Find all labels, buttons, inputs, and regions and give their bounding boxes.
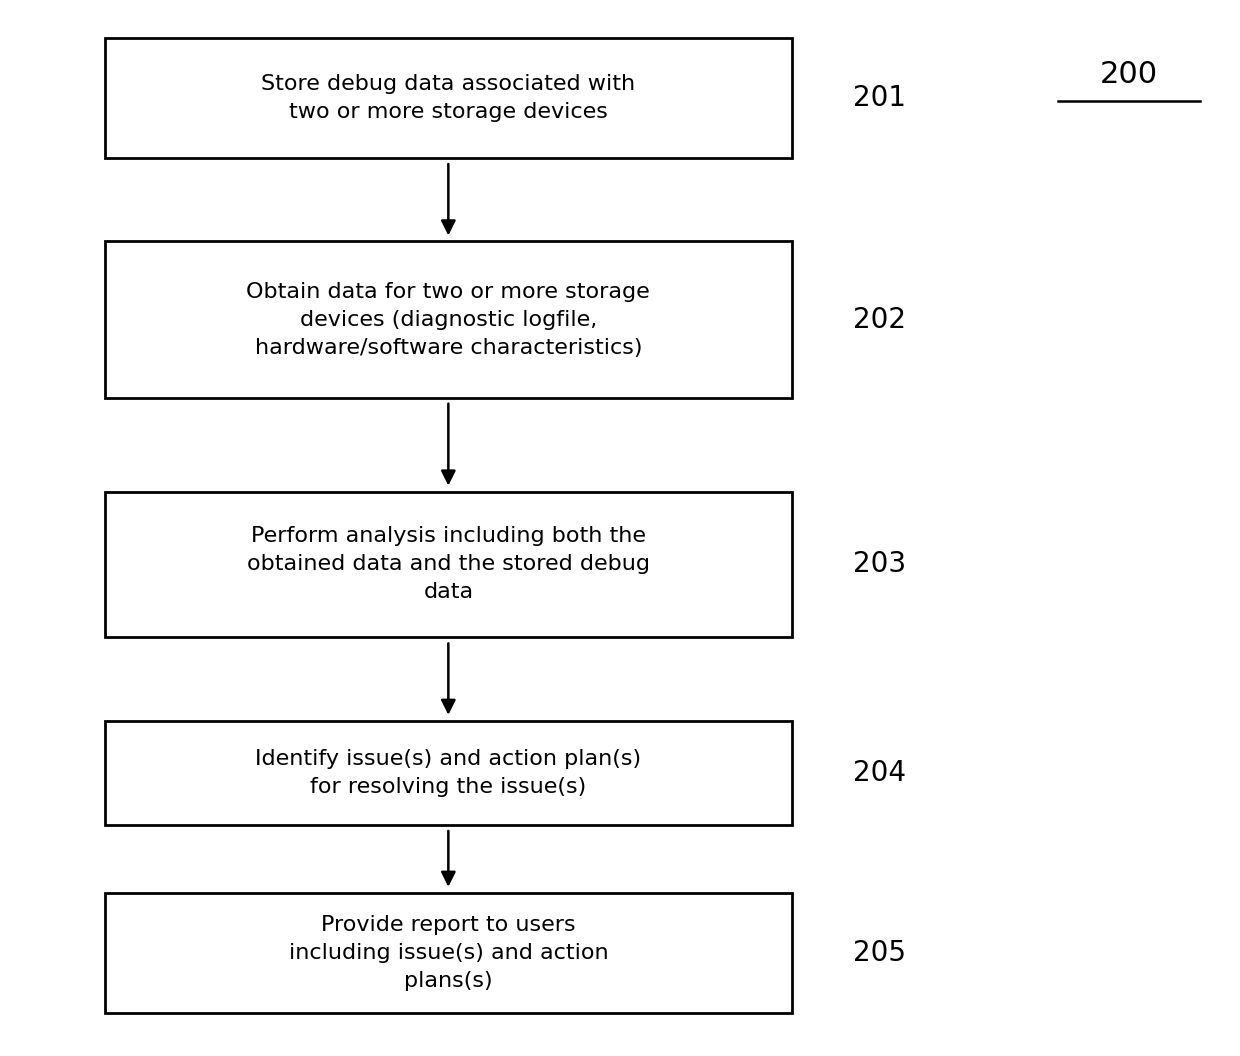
Text: Store debug data associated with
two or more storage devices: Store debug data associated with two or …	[262, 74, 635, 122]
Text: Provide report to users
including issue(s) and action
plans(s): Provide report to users including issue(…	[289, 914, 608, 991]
FancyBboxPatch shape	[105, 38, 791, 158]
Text: 200: 200	[1100, 60, 1158, 89]
FancyBboxPatch shape	[105, 242, 791, 398]
Text: 201: 201	[853, 84, 906, 112]
Text: Perform analysis including both the
obtained data and the stored debug
data: Perform analysis including both the obta…	[247, 527, 650, 603]
FancyBboxPatch shape	[105, 892, 791, 1013]
Text: 204: 204	[853, 759, 906, 787]
Text: Identify issue(s) and action plan(s)
for resolving the issue(s): Identify issue(s) and action plan(s) for…	[255, 749, 641, 797]
Text: 202: 202	[853, 305, 906, 334]
FancyBboxPatch shape	[105, 721, 791, 825]
FancyBboxPatch shape	[105, 491, 791, 638]
Text: 205: 205	[853, 939, 906, 966]
Text: Obtain data for two or more storage
devices (diagnostic logfile,
hardware/softwa: Obtain data for two or more storage devi…	[247, 282, 650, 358]
Text: 203: 203	[853, 550, 906, 579]
